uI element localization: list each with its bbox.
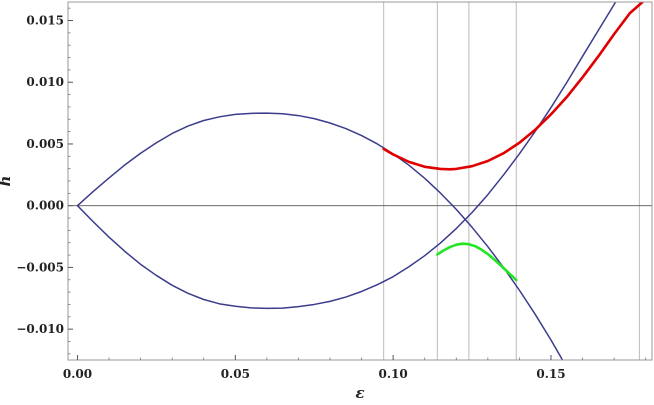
series-line-navy	[76, 112, 564, 360]
series-group	[76, 2, 644, 360]
y-tick-label: −0.010	[16, 322, 64, 336]
x-tick-label: 0.00	[63, 367, 92, 381]
x-tick-label: 0.05	[221, 367, 250, 381]
x-axis-ticks: 0.00 0.05 0.10 0.15	[63, 355, 647, 381]
x-tick-label: 0.15	[536, 367, 565, 381]
plot-frame	[67, 1, 653, 361]
x-axis-title: ε	[355, 384, 364, 402]
y-tick-label: 0.010	[26, 75, 64, 89]
series-line-red	[382, 2, 644, 171]
y-tick-label: −0.005	[16, 260, 64, 274]
y-tick-label: 0.000	[26, 199, 64, 213]
series-line-green	[436, 242, 518, 282]
x-tick-label: 0.10	[379, 367, 408, 381]
y-tick-label: 0.015	[26, 14, 64, 28]
series-line-navy	[76, 2, 617, 310]
y-axis-title: h	[0, 176, 14, 187]
vertical-reference-lines	[383, 2, 640, 360]
y-axis-ticks: −0.010 −0.005 0.000 0.005 0.010 0.015	[16, 7, 73, 355]
y-tick-label: 0.005	[26, 137, 64, 151]
